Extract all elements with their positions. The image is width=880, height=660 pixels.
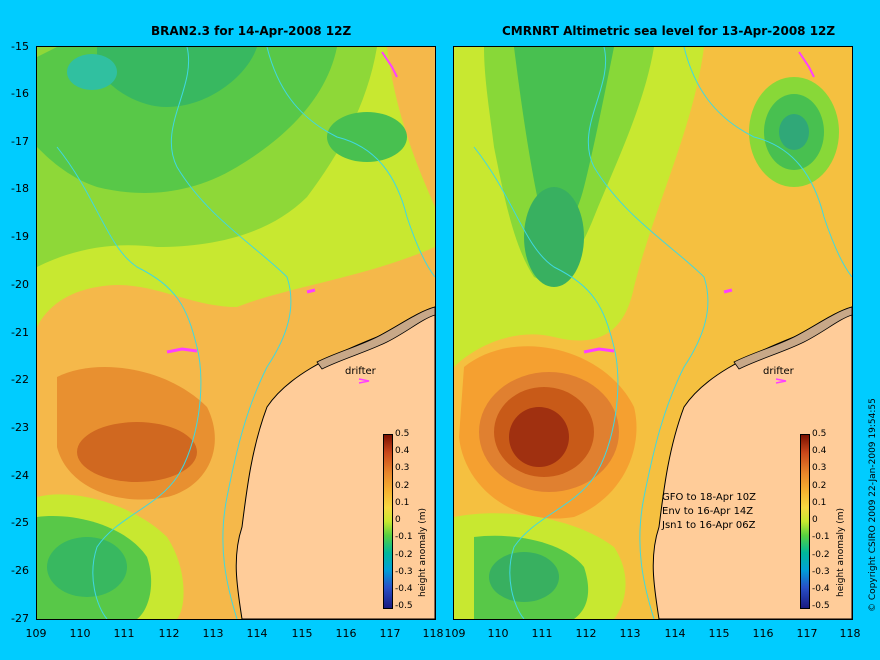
colorbar-tick: -0.2 (395, 550, 413, 560)
colorbar-tick: -0.3 (812, 567, 830, 577)
colorbar-gradient (800, 434, 810, 609)
satellite-info-line: GFO to 18-Apr 10Z (662, 492, 756, 503)
x-tick: 114 (246, 627, 268, 640)
colorbar-tick: 0.2 (395, 481, 410, 491)
y-tick: -27 (11, 612, 29, 625)
x-tick: 110 (487, 627, 509, 640)
y-tick: -21 (11, 326, 29, 339)
right-panel-title: CMRNRT Altimetric sea level for 13-Apr-2… (502, 24, 836, 38)
x-tick: 115 (291, 627, 313, 640)
colorbar-tick: 0 (395, 515, 401, 525)
x-tick: 113 (202, 627, 224, 640)
left-map (36, 46, 436, 620)
sea-level-contour (77, 422, 197, 482)
drifter-track (381, 51, 398, 78)
colorbar-tick: 0.5 (812, 429, 827, 439)
copyright-notice: © Copyright CSIRO 2009 22-Jan-2009 19:54… (868, 398, 878, 612)
colorbar-gradient (383, 434, 393, 609)
land (316, 306, 435, 370)
x-tick: 110 (69, 627, 91, 640)
y-tick: -26 (11, 564, 29, 577)
y-tick: -19 (11, 230, 29, 243)
drifter-arrow (358, 378, 370, 384)
colorbar-tick: 0.3 (812, 463, 827, 473)
colorbar-tick: 0.5 (395, 429, 410, 439)
satellite-info: GFO to 18-Apr 10Z Env to 16-Apr 14Z Jsn1… (662, 491, 756, 533)
x-tick: 111 (531, 627, 553, 640)
colorbar-tick: 0.1 (395, 498, 410, 508)
sea-level-contour (327, 112, 407, 162)
y-tick: -22 (11, 373, 29, 386)
land (733, 306, 852, 370)
y-tick: -25 (11, 516, 29, 529)
colorbar-title: height anomaly (m) (418, 507, 428, 597)
bathymetry-contour (56, 146, 202, 619)
y-tick: -16 (11, 87, 29, 100)
colorbar-tick: 0.1 (812, 498, 827, 508)
colorbar-tick: -0.3 (395, 567, 413, 577)
drifter-arrow (775, 378, 787, 384)
y-tick: -20 (11, 278, 29, 291)
left-panel-title: BRAN2.3 for 14-Apr-2008 12Z (151, 24, 352, 38)
sea-level-contour (509, 407, 569, 467)
y-tick: -17 (11, 135, 29, 148)
x-tick: 112 (158, 627, 180, 640)
right-map (453, 46, 853, 620)
bathymetry-contour (587, 47, 709, 619)
sea-level-contour (779, 114, 809, 150)
x-tick: 114 (664, 627, 686, 640)
bathymetry-contour (266, 47, 435, 278)
x-tick: 112 (575, 627, 597, 640)
drifter-track (583, 347, 615, 354)
x-tick: 118 (422, 627, 444, 640)
bathymetry-contour (170, 47, 292, 619)
bathymetry-contour (683, 47, 852, 278)
colorbar-tick: 0.4 (812, 446, 827, 456)
y-tick: -18 (11, 182, 29, 195)
y-tick: -24 (11, 469, 29, 482)
x-tick: 117 (379, 627, 401, 640)
colorbar-tick: -0.5 (812, 601, 830, 611)
drifter-track (306, 288, 316, 294)
sea-level-contour (47, 537, 127, 597)
satellite-info-line: Env to 16-Apr 14Z (662, 506, 754, 517)
colorbar-tick: 0 (812, 515, 818, 525)
drifter-track (798, 51, 815, 78)
right-drifter-label: drifter (763, 366, 794, 377)
x-tick: 118 (839, 627, 861, 640)
x-tick: 109 (25, 627, 47, 640)
y-tick: -23 (11, 421, 29, 434)
y-tick: -15 (11, 40, 29, 53)
x-tick: 116 (335, 627, 357, 640)
colorbar-tick: -0.4 (812, 584, 830, 594)
colorbar-tick: -0.2 (812, 550, 830, 560)
x-tick: 117 (796, 627, 818, 640)
colorbar-title: height anomaly (m) (836, 507, 846, 597)
x-tick: 111 (113, 627, 135, 640)
sea-level-contour (67, 54, 117, 90)
drifter-track (723, 288, 733, 294)
colorbar-tick: 0.4 (395, 446, 410, 456)
sea-level-contour (489, 552, 559, 602)
colorbar-tick: 0.2 (812, 481, 827, 491)
x-tick: 109 (444, 627, 466, 640)
colorbar-tick: 0.3 (395, 463, 410, 473)
sea-level-contour (524, 187, 584, 287)
colorbar-tick: -0.1 (812, 532, 830, 542)
colorbar-tick: -0.5 (395, 601, 413, 611)
sea-level-contour (514, 47, 614, 235)
colorbar-tick: -0.1 (395, 532, 413, 542)
drifter-track (166, 347, 198, 354)
bathymetry-contour (473, 146, 619, 619)
x-tick: 115 (708, 627, 730, 640)
satellite-info-line: Jsn1 to 16-Apr 06Z (662, 520, 756, 531)
x-tick: 116 (752, 627, 774, 640)
x-tick: 113 (619, 627, 641, 640)
colorbar-tick: -0.4 (395, 584, 413, 594)
sea-level-contour (97, 47, 257, 107)
left-drifter-label: drifter (345, 366, 376, 377)
